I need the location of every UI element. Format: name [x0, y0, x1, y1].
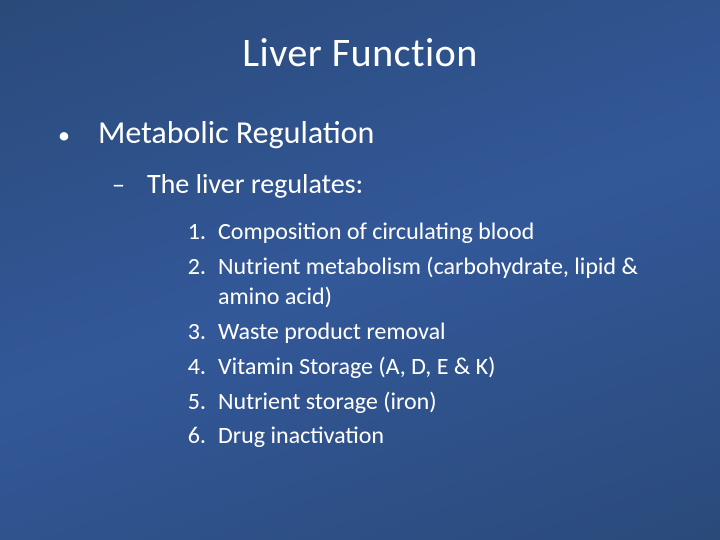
bullet-dot-icon: •: [58, 124, 70, 148]
item-text: Nutrient metabolism (carbohydrate, lipid…: [218, 252, 680, 313]
item-text: Waste product removal: [218, 317, 446, 348]
bullet-l2-text: The liver regulates:: [147, 166, 363, 201]
list-item: 3. Waste product removal: [174, 317, 680, 348]
item-text: Vitamin Storage (A, D, E & K): [218, 352, 495, 383]
item-number: 5.: [174, 387, 206, 416]
numbered-list: 1. Composition of circulating blood 2. N…: [174, 217, 680, 452]
item-text: Nutrient storage (iron): [218, 387, 437, 418]
item-number: 1.: [174, 217, 206, 246]
item-text: Composition of circulating blood: [218, 217, 534, 248]
item-text: Drug inactivation: [218, 421, 384, 452]
list-item: 5. Nutrient storage (iron): [174, 387, 680, 418]
item-number: 4.: [174, 352, 206, 381]
item-number: 2.: [174, 252, 206, 281]
list-item: 2. Nutrient metabolism (carbohydrate, li…: [174, 252, 680, 313]
bullet-l1-text: Metabolic Regulation: [98, 113, 374, 152]
bullet-level2: – The liver regulates:: [112, 166, 680, 201]
list-item: 1. Composition of circulating blood: [174, 217, 680, 248]
list-item: 6. Drug inactivation: [174, 421, 680, 452]
dash-icon: –: [112, 171, 125, 197]
slide-container: Liver Function • Metabolic Regulation – …: [0, 0, 720, 540]
item-number: 6.: [174, 421, 206, 450]
bullet-level1: • Metabolic Regulation: [58, 113, 680, 152]
item-number: 3.: [174, 317, 206, 346]
list-item: 4. Vitamin Storage (A, D, E & K): [174, 352, 680, 383]
slide-title: Liver Function: [40, 28, 680, 77]
